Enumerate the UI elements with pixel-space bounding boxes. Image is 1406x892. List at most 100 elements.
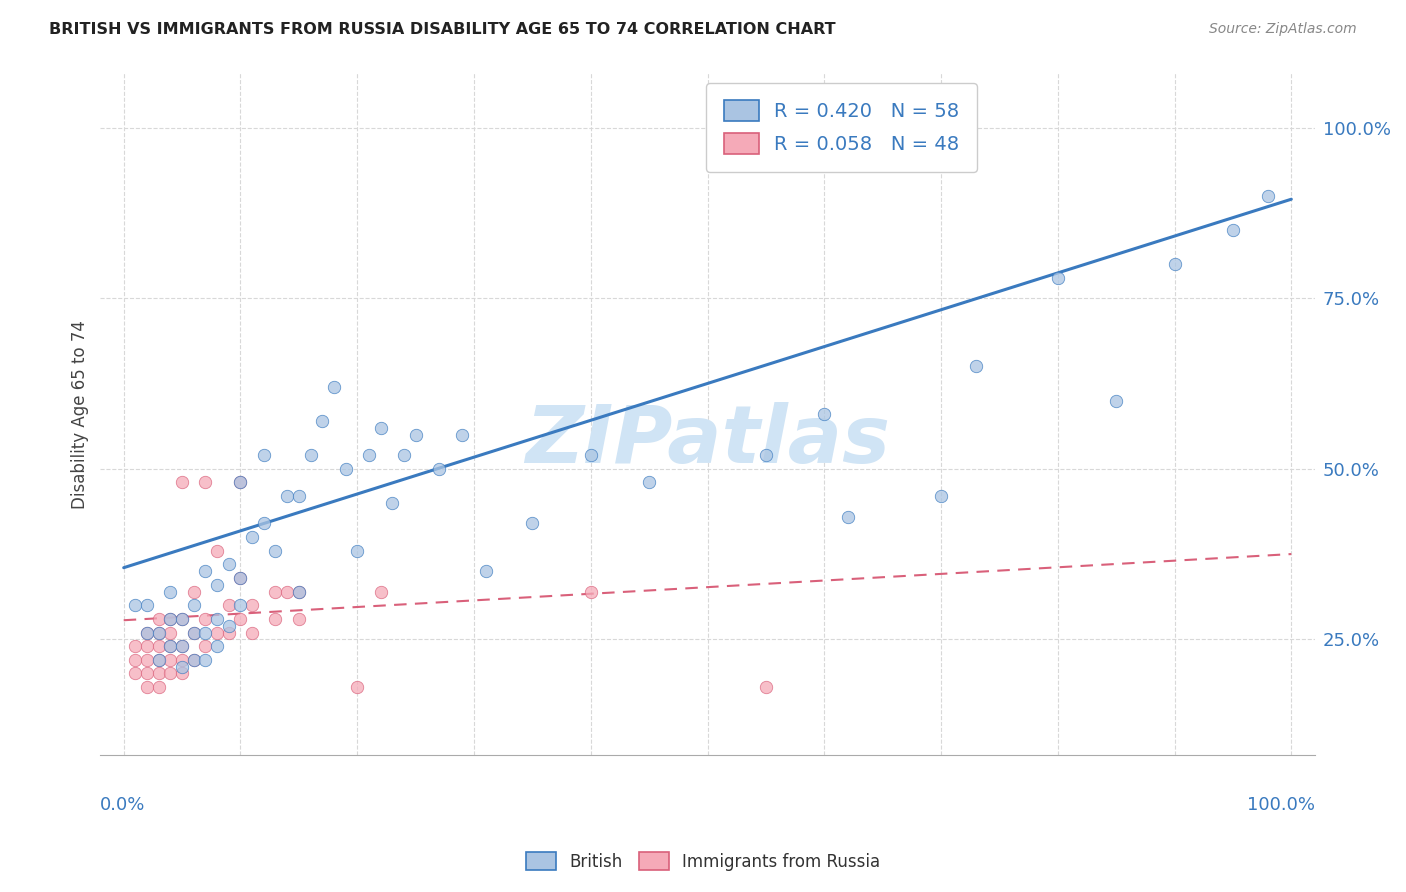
Text: 100.0%: 100.0% — [1247, 797, 1315, 814]
Point — [148, 639, 170, 653]
Point — [218, 558, 240, 572]
Point — [229, 599, 252, 613]
Point — [148, 653, 170, 667]
Point — [253, 516, 276, 531]
Point — [451, 427, 474, 442]
Point — [755, 680, 778, 694]
Point — [148, 625, 170, 640]
Point — [172, 653, 194, 667]
Point — [148, 653, 170, 667]
Point — [159, 612, 181, 626]
Point — [136, 639, 159, 653]
Point — [194, 653, 217, 667]
Point — [172, 639, 194, 653]
Point — [205, 612, 228, 626]
Point — [253, 448, 276, 462]
Point — [183, 599, 205, 613]
Point — [136, 680, 159, 694]
Point — [240, 599, 263, 613]
Point — [229, 612, 252, 626]
Point — [346, 543, 368, 558]
Point — [136, 599, 159, 613]
Point — [218, 625, 240, 640]
Point — [288, 584, 311, 599]
Text: ZIPatlas: ZIPatlas — [524, 402, 890, 481]
Point — [522, 516, 544, 531]
Point — [346, 680, 368, 694]
Point — [136, 625, 159, 640]
Point — [159, 639, 181, 653]
Point — [148, 625, 170, 640]
Legend: British, Immigrants from Russia: British, Immigrants from Russia — [517, 844, 889, 880]
Text: BRITISH VS IMMIGRANTS FROM RUSSIA DISABILITY AGE 65 TO 74 CORRELATION CHART: BRITISH VS IMMIGRANTS FROM RUSSIA DISABI… — [49, 22, 835, 37]
Point — [148, 666, 170, 681]
Point — [136, 666, 159, 681]
Point — [579, 584, 602, 599]
Point — [240, 530, 263, 544]
Point — [183, 653, 205, 667]
Y-axis label: Disability Age 65 to 74: Disability Age 65 to 74 — [72, 319, 89, 508]
Point — [218, 618, 240, 632]
Point — [124, 639, 146, 653]
Point — [276, 584, 298, 599]
Point — [172, 639, 194, 653]
Point — [1163, 257, 1185, 271]
Text: Source: ZipAtlas.com: Source: ZipAtlas.com — [1209, 22, 1357, 37]
Point — [929, 489, 952, 503]
Point — [638, 475, 661, 490]
Point — [172, 612, 194, 626]
Legend: R = 0.420   N = 58, R = 0.058   N = 48: R = 0.420 N = 58, R = 0.058 N = 48 — [706, 83, 977, 172]
Point — [159, 612, 181, 626]
Point — [205, 625, 228, 640]
Point — [229, 571, 252, 585]
Text: 0.0%: 0.0% — [100, 797, 146, 814]
Point — [183, 584, 205, 599]
Point — [229, 571, 252, 585]
Point — [370, 421, 392, 435]
Point — [218, 599, 240, 613]
Point — [205, 543, 228, 558]
Point — [965, 359, 987, 374]
Point — [229, 475, 252, 490]
Point — [288, 584, 311, 599]
Point — [1105, 393, 1128, 408]
Point — [427, 462, 450, 476]
Point — [183, 653, 205, 667]
Point — [357, 448, 380, 462]
Point — [136, 653, 159, 667]
Point — [159, 625, 181, 640]
Point — [172, 659, 194, 673]
Point — [311, 414, 333, 428]
Point — [183, 625, 205, 640]
Point — [183, 625, 205, 640]
Point — [124, 599, 146, 613]
Point — [335, 462, 357, 476]
Point — [322, 380, 344, 394]
Point — [264, 543, 287, 558]
Point — [381, 496, 404, 510]
Point — [276, 489, 298, 503]
Point — [370, 584, 392, 599]
Point — [172, 612, 194, 626]
Point — [159, 639, 181, 653]
Point — [229, 475, 252, 490]
Point — [172, 666, 194, 681]
Point — [813, 407, 835, 421]
Point — [299, 448, 322, 462]
Point — [136, 625, 159, 640]
Point — [194, 639, 217, 653]
Point — [194, 564, 217, 578]
Point — [755, 448, 778, 462]
Point — [159, 653, 181, 667]
Point — [205, 578, 228, 592]
Point — [837, 509, 859, 524]
Point — [159, 584, 181, 599]
Point — [148, 612, 170, 626]
Point — [194, 625, 217, 640]
Point — [194, 475, 217, 490]
Point — [240, 625, 263, 640]
Point — [264, 612, 287, 626]
Point — [148, 680, 170, 694]
Point — [1257, 189, 1279, 203]
Point — [205, 639, 228, 653]
